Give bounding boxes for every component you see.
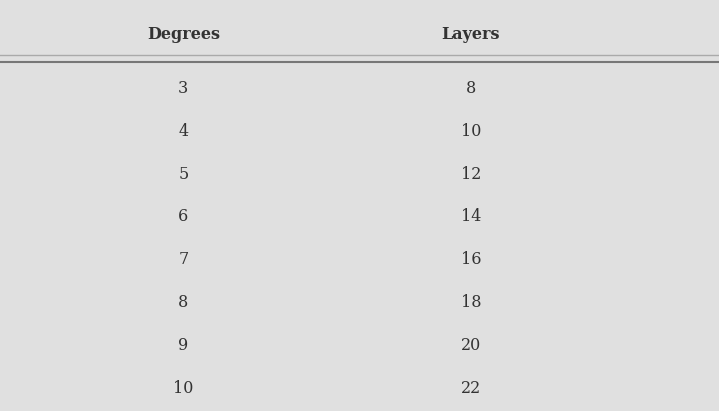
Text: 10: 10 <box>173 380 193 397</box>
Text: 16: 16 <box>461 251 481 268</box>
Text: Layers: Layers <box>441 26 500 44</box>
Text: 5: 5 <box>178 166 188 182</box>
Text: 6: 6 <box>178 208 188 226</box>
Text: 8: 8 <box>178 294 188 311</box>
Text: 9: 9 <box>178 337 188 354</box>
Text: 3: 3 <box>178 80 188 97</box>
Text: 20: 20 <box>461 337 481 354</box>
Text: 10: 10 <box>461 123 481 140</box>
Text: 7: 7 <box>178 251 188 268</box>
Text: 18: 18 <box>461 294 481 311</box>
Text: 22: 22 <box>461 380 481 397</box>
Text: 8: 8 <box>466 80 476 97</box>
Text: 4: 4 <box>178 123 188 140</box>
Text: Degrees: Degrees <box>147 26 220 44</box>
Text: 12: 12 <box>461 166 481 182</box>
Text: 14: 14 <box>461 208 481 226</box>
